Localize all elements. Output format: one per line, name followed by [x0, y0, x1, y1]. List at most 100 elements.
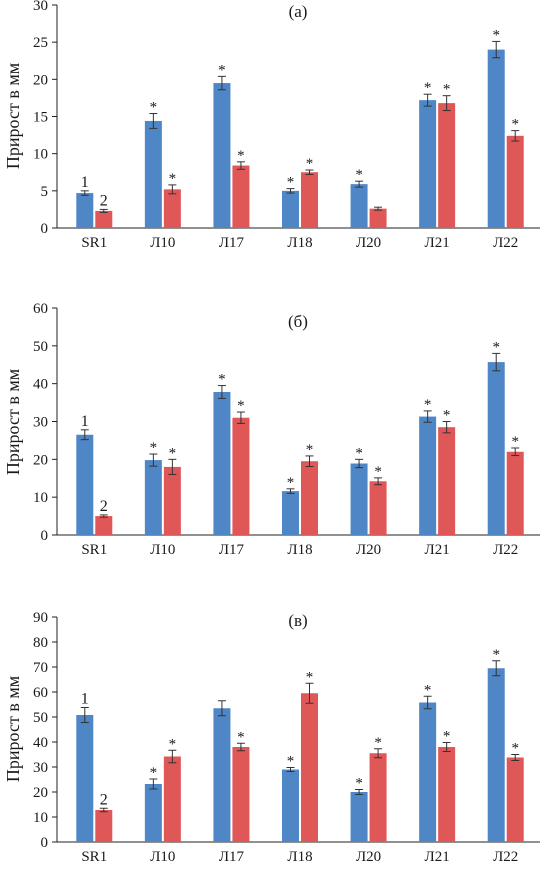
bar-s2-Л20: [369, 753, 387, 842]
bar-s1-Л18: [282, 491, 299, 535]
x-tick-label: Л22: [493, 235, 518, 251]
chart-panel-b: 0 10 20 30 40 50 60 (б) Прирост в мм 1 2 SR1 * * Л10 * *…: [3, 301, 540, 558]
significance-mark: *: [287, 175, 295, 191]
bar-s2-Л18: [301, 461, 318, 535]
significance-mark: *: [150, 100, 158, 116]
bar-s1-Л10: [144, 120, 162, 228]
bar-s1-Л17: [213, 391, 231, 535]
significance-mark: *: [287, 754, 295, 770]
bar-s1-Л10: [144, 460, 162, 535]
bar-s2-Л18: [301, 693, 318, 842]
y-tick-label: 10: [33, 490, 48, 506]
x-tick-label: Л18: [287, 849, 312, 865]
bar-s1-Л18: [282, 769, 299, 842]
series-marker-label: 1: [81, 413, 89, 430]
significance-mark: *: [492, 27, 500, 43]
significance-mark: *: [237, 729, 245, 745]
x-tick-label: Л10: [150, 542, 175, 558]
significance-mark: *: [424, 397, 432, 413]
y-tick-label: 10: [33, 147, 48, 163]
y-tick-label: 50: [33, 339, 48, 355]
series-marker-label: 2: [100, 791, 108, 808]
bar-s1-Л22: [487, 668, 505, 842]
x-tick-label: Л17: [219, 235, 245, 251]
y-tick-label: 0: [41, 221, 49, 237]
bar-s1-Л20: [350, 463, 368, 535]
bar-s1-Л20: [350, 792, 368, 842]
significance-mark: *: [150, 765, 158, 781]
significance-mark: *: [306, 669, 314, 685]
significance-mark: *: [511, 741, 519, 757]
significance-mark: *: [306, 156, 314, 172]
significance-mark: *: [237, 398, 245, 414]
bar-s1-Л10: [144, 784, 162, 842]
x-tick-label: Л18: [287, 542, 312, 558]
x-tick-label: Л17: [219, 849, 245, 865]
chart-title: (в): [288, 611, 307, 630]
significance-mark: *: [511, 434, 519, 450]
bar-s1-Л17: [213, 83, 231, 228]
y-tick-label: 20: [33, 72, 48, 88]
significance-mark: *: [424, 682, 432, 698]
significance-mark: *: [443, 408, 451, 424]
significance-mark: *: [237, 148, 245, 164]
bar-s1-Л17: [213, 708, 231, 842]
y-tick-label: 60: [33, 685, 48, 701]
x-tick-label: Л20: [356, 235, 381, 251]
bar-s2-SR1: [95, 516, 113, 535]
y-tick-label: 90: [33, 610, 48, 626]
y-tick-label: 30: [33, 0, 48, 14]
y-tick-label: 10: [33, 810, 48, 826]
bar-s1-Л21: [419, 100, 437, 228]
x-tick-label: SR1: [81, 542, 107, 558]
significance-mark: *: [492, 647, 500, 663]
bar-s2-Л20: [369, 208, 387, 228]
significance-mark: *: [355, 776, 363, 792]
significance-mark: *: [169, 445, 177, 461]
bar-s2-Л10: [163, 756, 181, 842]
y-tick-label: 80: [33, 635, 48, 651]
x-tick-label: Л10: [150, 235, 175, 251]
significance-mark: *: [511, 117, 519, 133]
bar-s2-SR1: [95, 210, 113, 228]
bar-s2-Л22: [506, 757, 524, 842]
bar-s1-Л20: [350, 184, 368, 228]
chart-panel-a: 0 5 10 15 20 25 30 (а) Прирост в мм 12 SR1 * * Л10 * * Л…: [3, 0, 540, 251]
significance-mark: *: [492, 339, 500, 355]
x-tick-label: Л21: [425, 542, 450, 558]
y-tick-label: 60: [33, 301, 48, 317]
x-tick-label: SR1: [81, 235, 107, 251]
bar-s2-Л10: [163, 189, 181, 228]
bar-s2-Л22: [506, 451, 524, 535]
bar-s2-Л21: [438, 747, 456, 842]
x-tick-label: Л21: [425, 849, 450, 865]
bar-s1-Л22: [487, 49, 505, 228]
series-marker-label: 2: [100, 192, 108, 209]
bar-s1-Л18: [282, 190, 299, 228]
y-tick-label: 15: [33, 110, 48, 126]
bar-s2-Л17: [232, 165, 250, 228]
y-tick-label: 30: [33, 760, 48, 776]
significance-mark: *: [218, 62, 226, 78]
significance-mark: *: [169, 171, 177, 187]
significance-mark: *: [424, 80, 432, 96]
bar-s2-Л18: [301, 172, 318, 228]
y-tick-label: 20: [33, 785, 48, 801]
x-tick-label: Л20: [356, 849, 381, 865]
bar-s2-Л21: [438, 427, 456, 535]
bar-s2-Л21: [438, 103, 456, 228]
significance-mark: *: [374, 464, 382, 480]
significance-mark: *: [218, 372, 226, 388]
y-axis-label: Прирост в мм: [3, 63, 23, 169]
significance-mark: *: [306, 442, 314, 458]
y-tick-label: 30: [33, 415, 48, 431]
x-tick-label: Л17: [219, 542, 245, 558]
y-axis-label: Прирост в мм: [3, 369, 23, 475]
bar-s2-Л22: [506, 135, 524, 228]
series-marker-label: 1: [81, 174, 89, 191]
chart-panel-c: 0 10 20 30 40 50 60 70 80 90 (в) Прирост в мм 1 2 SR1 *…: [3, 610, 540, 865]
x-tick-label: SR1: [81, 849, 107, 865]
significance-mark: *: [443, 729, 451, 745]
y-tick-label: 25: [33, 35, 48, 51]
